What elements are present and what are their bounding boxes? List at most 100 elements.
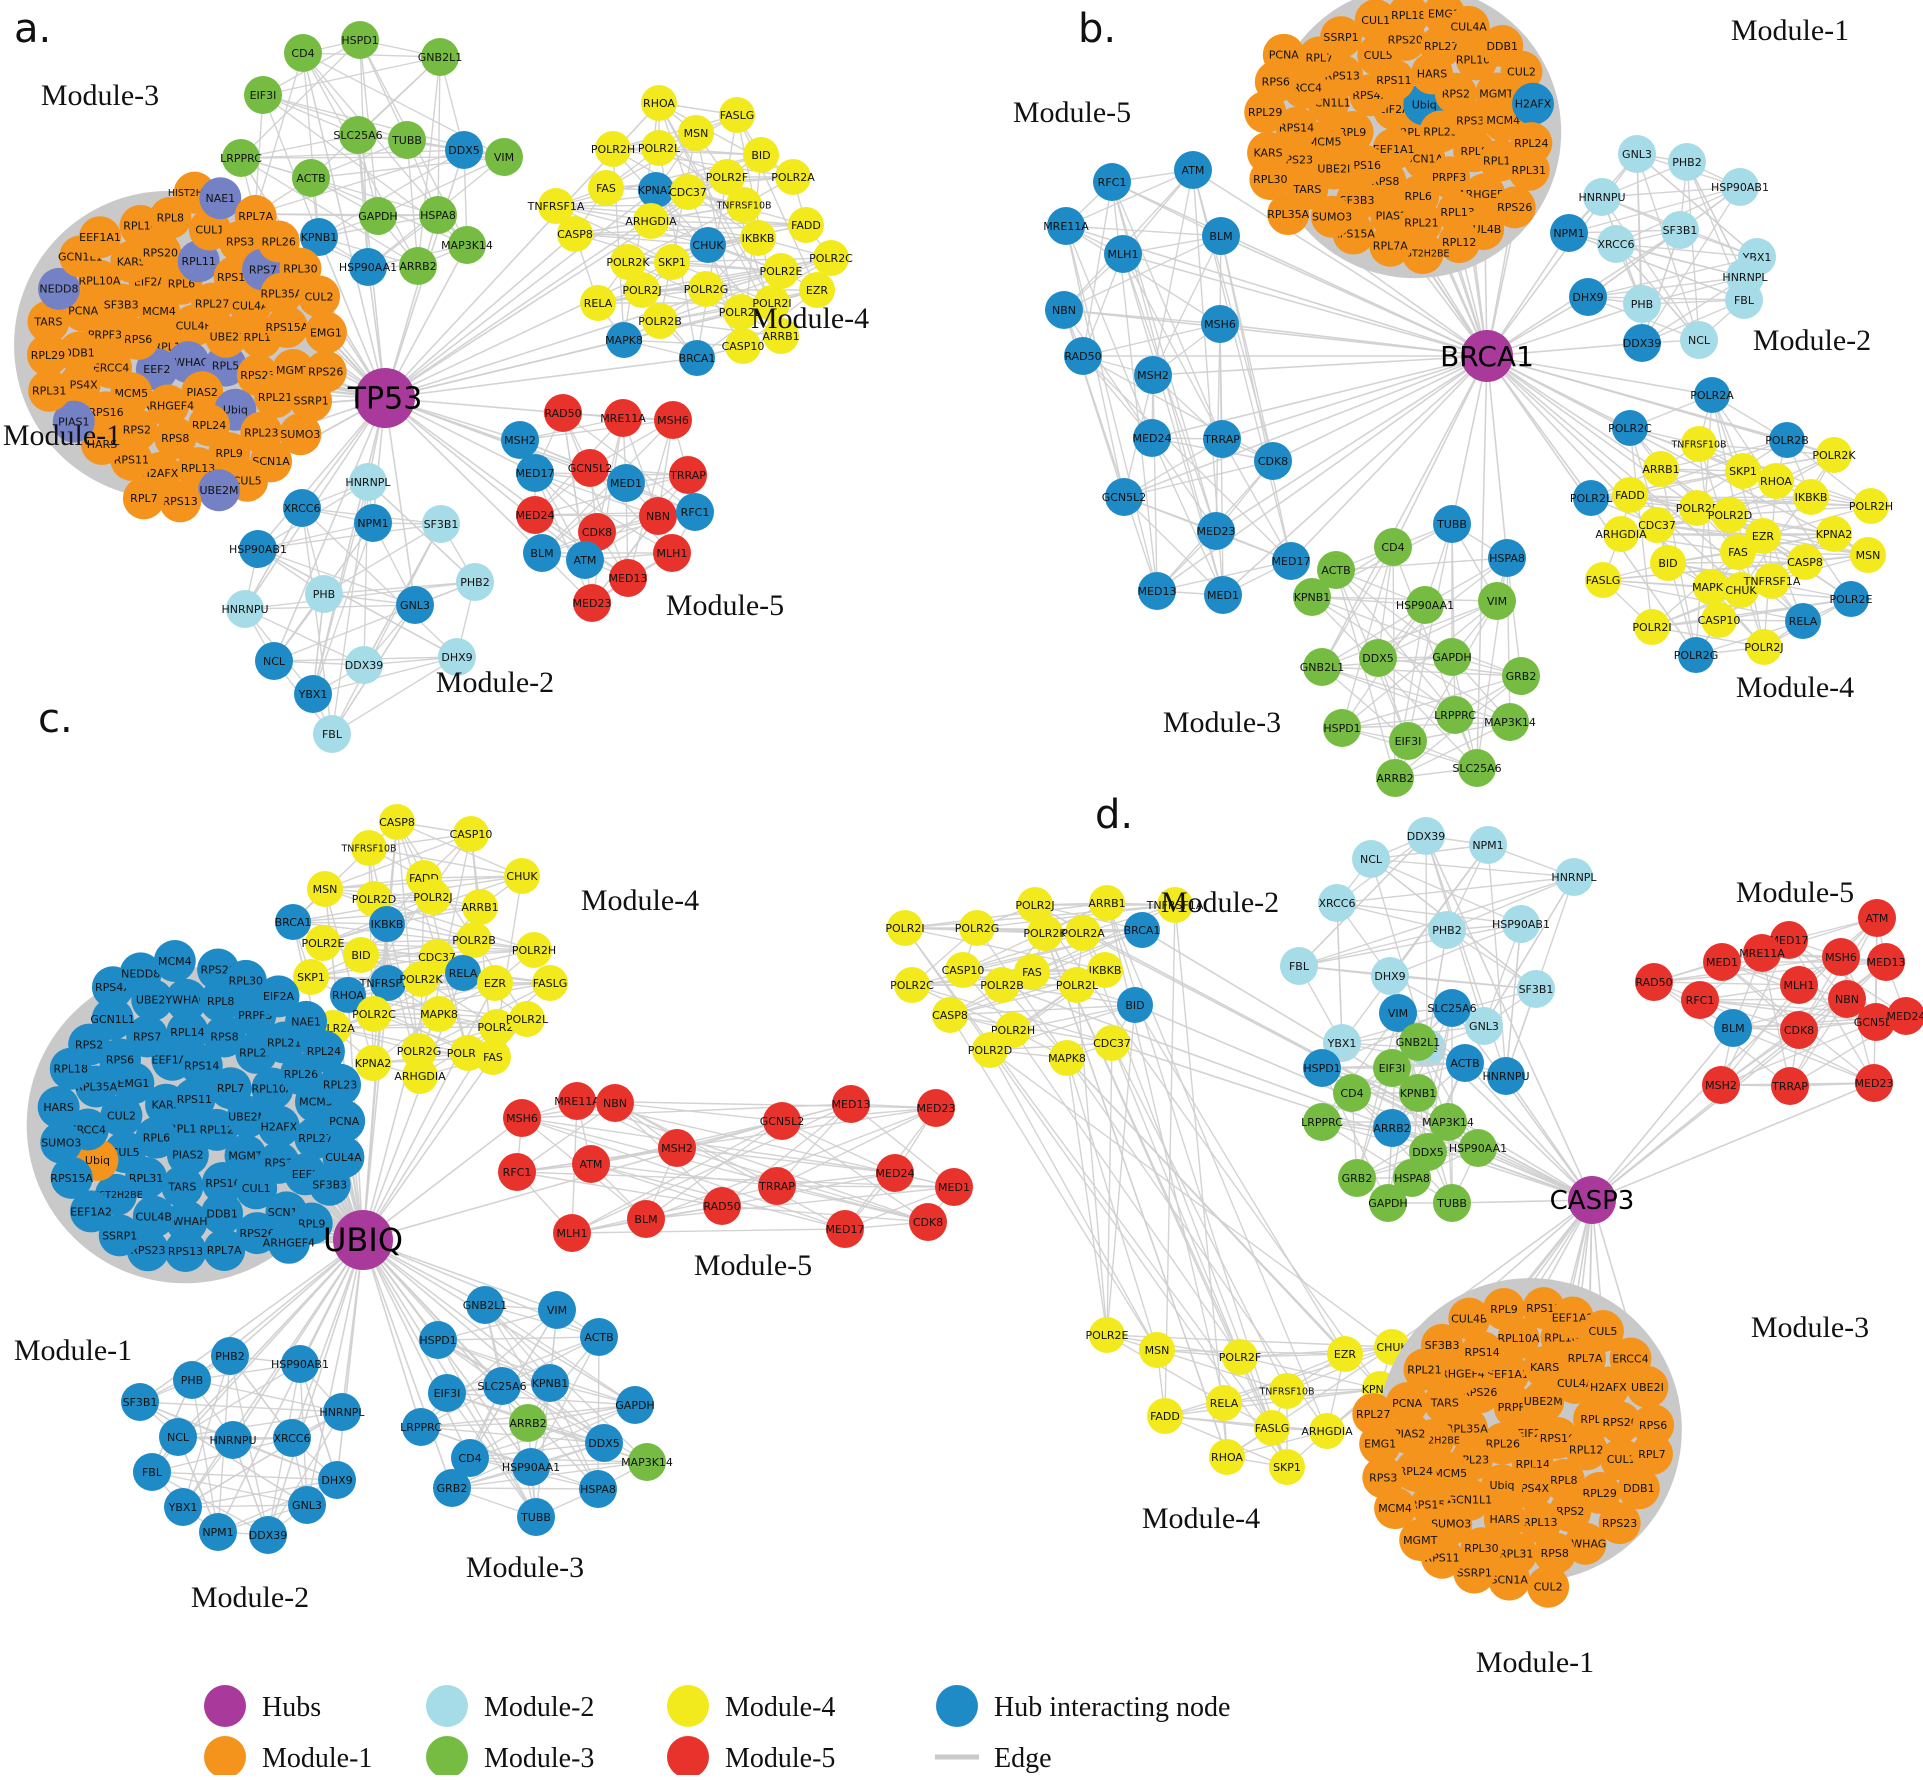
node-label-RPL12: RPL12 (200, 1124, 234, 1137)
node-label-SCN1A: SCN1A (1406, 152, 1444, 165)
edge (257, 522, 374, 550)
node-POLR2C (356, 996, 392, 1032)
node-label-TARS: TARS (167, 1180, 196, 1193)
node-label-EIF3I: EIF3I (434, 1387, 461, 1400)
node-label-DDX5: DDX5 (588, 1437, 619, 1450)
node-BRCA1 (275, 904, 311, 940)
node-label-RPS8: RPS8 (210, 1030, 238, 1043)
node-RPS6 (117, 317, 160, 360)
edge (519, 419, 674, 441)
node-label-RPL24: RPL24 (192, 419, 226, 432)
node-RFC1 (498, 1153, 536, 1191)
node-HARS (1483, 1498, 1526, 1541)
node-RHOA (641, 85, 677, 121)
node-label-POLR2K: POLR2K (1023, 927, 1067, 940)
edge (1152, 169, 1194, 376)
node-FAS (1014, 954, 1050, 990)
node-label-POLR2E: POLR2E (301, 937, 344, 950)
node-DDB1 (201, 1192, 244, 1235)
node-label-MAPK8: MAPK8 (1048, 1052, 1086, 1065)
node-ATM (1174, 151, 1212, 189)
node-SUMO3 (40, 1121, 83, 1164)
node-label-MCM4: MCM4 (158, 955, 192, 968)
node-label-RPS7: RPS7 (133, 1030, 161, 1043)
edge (721, 1103, 852, 1207)
edge (1451, 523, 1456, 716)
node-RPL27 (1352, 1393, 1395, 1436)
node-EIF3I (428, 1374, 466, 1412)
node-label-EEF1A1: EEF1A1 (1373, 143, 1415, 156)
node-label-RPL29: RPL29 (31, 349, 65, 362)
node-EZR (799, 272, 835, 308)
node-label-YWHAH: YWHAH (165, 1215, 208, 1228)
node-CD4 (284, 34, 322, 72)
node-label-POLR2G: POLR2G (1674, 649, 1719, 662)
node-label-VIM: VIM (1487, 595, 1507, 608)
node-label-FBL: FBL (142, 1466, 163, 1479)
node-label-MED1: MED1 (1207, 589, 1239, 602)
hub-edge (1141, 929, 1593, 1201)
edge (1321, 1007, 1453, 1069)
node-CUL2 (298, 275, 341, 318)
node-DDX39 (1407, 817, 1445, 855)
hub-edge (312, 397, 386, 695)
node-label-KARS: KARS (1253, 147, 1282, 160)
module-label-module-2: Module-2 (1161, 886, 1279, 919)
node-POLR2L (509, 1001, 545, 1037)
node-label-RELA: RELA (1210, 1397, 1239, 1410)
node-RAD50 (544, 394, 582, 432)
node-MED13 (609, 559, 647, 597)
edge (1370, 858, 1575, 878)
node-NPM1 (199, 1513, 237, 1551)
node-RPL11 (177, 240, 220, 283)
node-label-CDC37: CDC37 (1638, 519, 1676, 532)
node-label-DDB1: DDB1 (1623, 1482, 1655, 1495)
node-label-PHB: PHB (1631, 298, 1653, 311)
node-label-RPL21: RPL21 (1407, 1363, 1441, 1376)
edge (1063, 235, 1222, 311)
node-label-RPL5: RPL5 (212, 359, 239, 372)
node-label-SF3B1: SF3B1 (1663, 224, 1698, 237)
node-label-MRE11A: MRE11A (1043, 220, 1089, 233)
edge (989, 1049, 1158, 1351)
edge (1122, 253, 1223, 440)
node-label-RAD50: RAD50 (703, 1200, 740, 1213)
node-label-CUL4A: CUL4A (232, 300, 269, 313)
node-label-DDX39: DDX39 (345, 659, 383, 672)
node-HSP90AA1 (349, 248, 387, 286)
node-label-NPM1: NPM1 (1553, 227, 1584, 240)
edge (1394, 721, 1511, 779)
node-label-IKBKB: IKBKB (371, 918, 404, 931)
node-MRE11A (558, 1082, 596, 1120)
hub-label-BRCA1: BRCA1 (1440, 340, 1534, 373)
node-NPM1 (1550, 214, 1588, 252)
node-label-RPS2: RPS2 (1442, 88, 1470, 101)
node-label-MRE11A: MRE11A (554, 1095, 600, 1108)
edge (962, 932, 1084, 971)
node-MED17 (1272, 542, 1310, 580)
edge (1686, 161, 1700, 341)
node-label-RPL14: RPL14 (1516, 1458, 1550, 1471)
node-label-HSP90AB1: HSP90AB1 (271, 1358, 329, 1371)
node-label-ARHGEF4: ARHGEF4 (142, 399, 194, 412)
edge (1311, 596, 1511, 723)
node-EIF3I (244, 76, 282, 114)
node-SSRP1 (1453, 1551, 1496, 1594)
node-CDK8 (909, 1203, 947, 1241)
node-label-TRRAP: TRRAP (1771, 1080, 1808, 1093)
node-HSP90AA1 (1406, 586, 1444, 624)
node-CUL4B (132, 1195, 175, 1238)
node-EIF3I (1389, 722, 1427, 760)
node-label-NEDD8: NEDD8 (121, 967, 160, 980)
module-label-module-4: Module-4 (1736, 671, 1854, 704)
node-label-RPS23: RPS23 (130, 1244, 165, 1257)
node-label-POLR2A: POLR2A (1061, 927, 1105, 940)
edge (1111, 181, 1223, 440)
node-CHUK (504, 858, 540, 894)
edge (534, 472, 659, 517)
node-MAPK8 (421, 996, 457, 1032)
cluster-module-2: HNRNPL XRCC6 NPM1 SF3B1 HSP90AB1 PHB GNL3 PHB2 H… (221, 463, 494, 753)
legend-swatch-module-4 (667, 1685, 709, 1727)
edge (844, 1186, 955, 1230)
node-RPL23 (319, 1063, 362, 1106)
